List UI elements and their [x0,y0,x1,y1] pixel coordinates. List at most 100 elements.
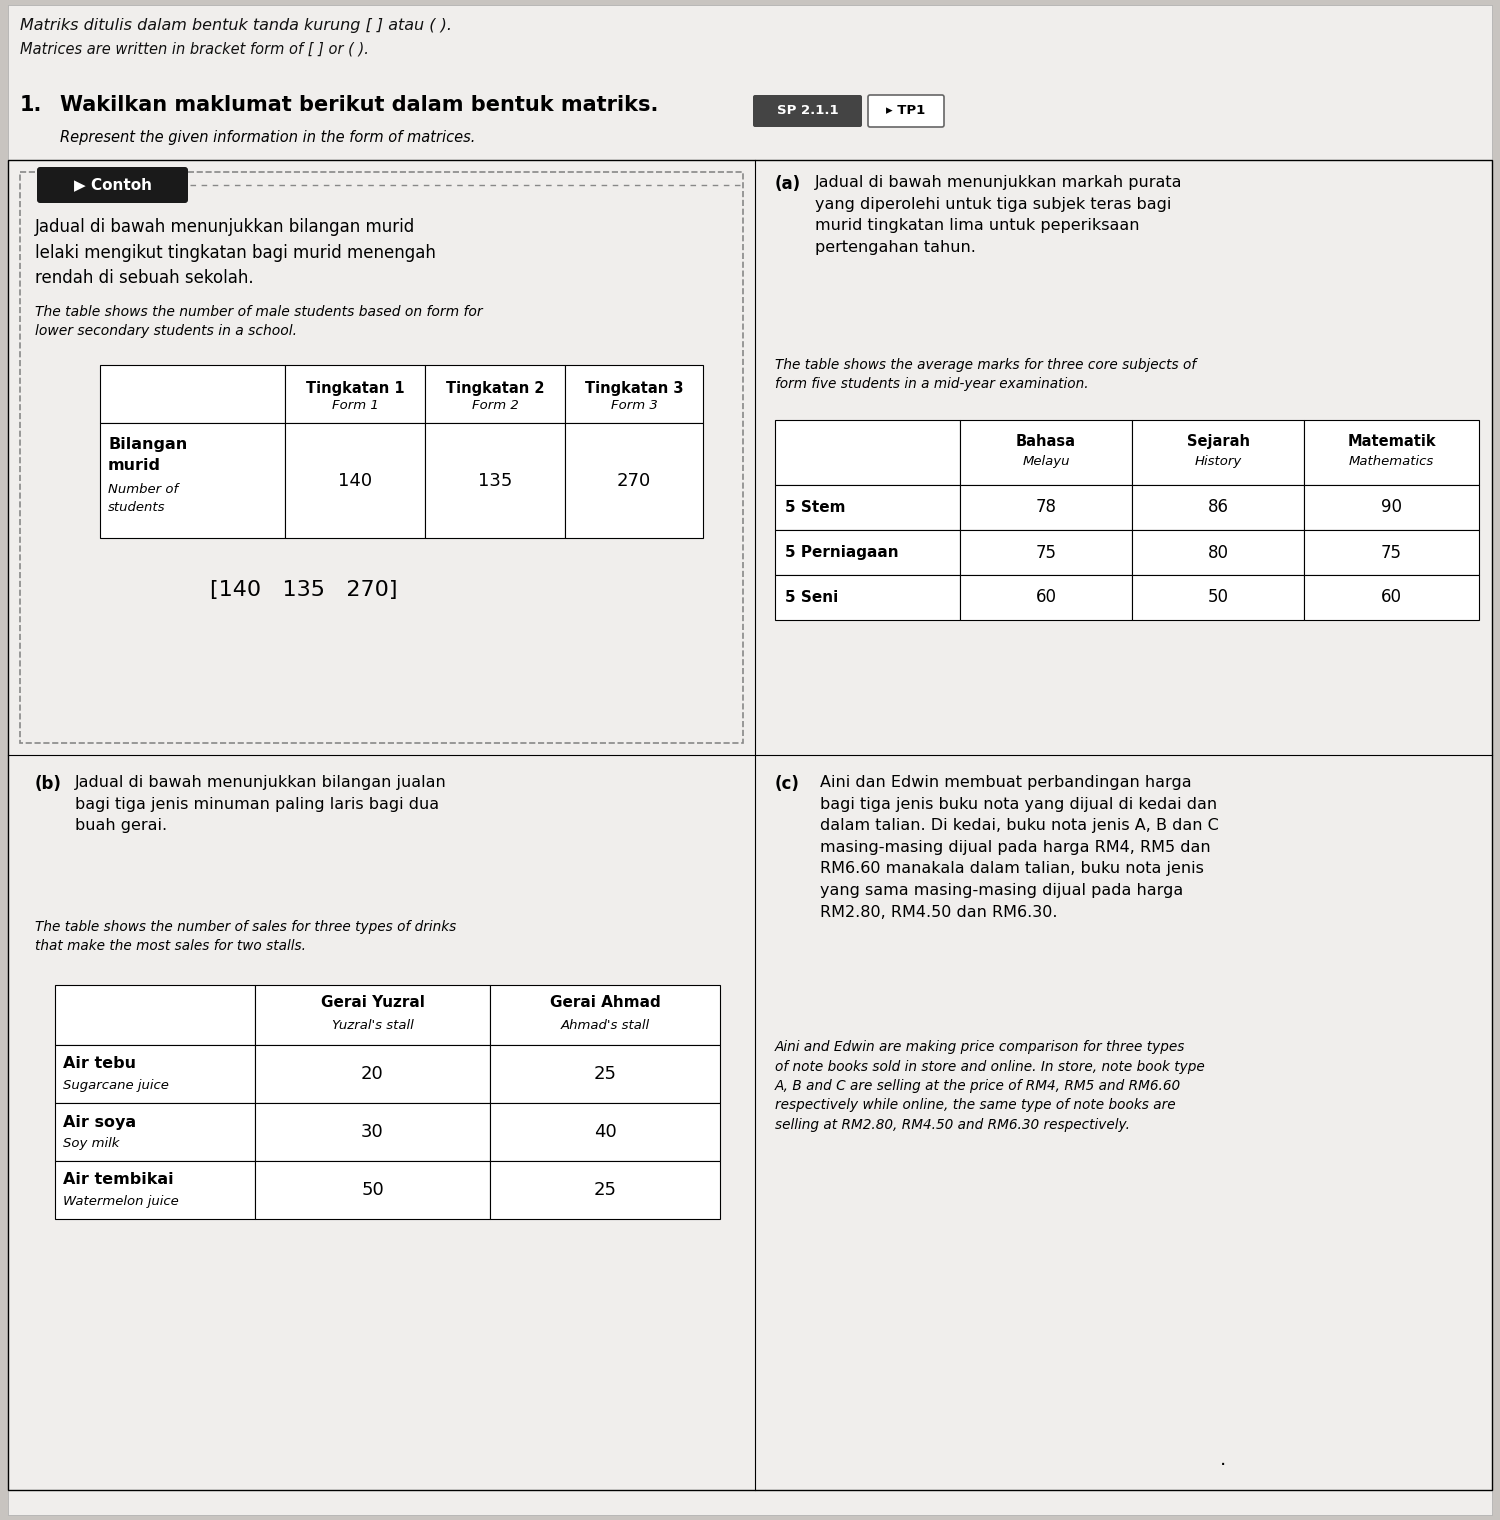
Text: 86: 86 [1208,499,1228,517]
FancyBboxPatch shape [20,172,742,743]
Text: Tingkatan 2: Tingkatan 2 [446,382,544,397]
Text: Aini dan Edwin membuat perbandingan harga
bagi tiga jenis buku nota yang dijual : Aini dan Edwin membuat perbandingan harg… [821,775,1218,920]
Bar [960,420,1132,485]
Text: ▶ Contoh: ▶ Contoh [74,178,152,193]
Text: The table shows the number of sales for three types of drinks
that make the most: The table shows the number of sales for … [34,920,456,953]
Text: Air soya: Air soya [63,1114,136,1129]
Bar [776,575,960,620]
Text: Jadual di bawah menunjukkan bilangan jualan
bagi tiga jenis minuman paling laris: Jadual di bawah menunjukkan bilangan jua… [75,775,447,833]
Bar [566,365,704,423]
Bar [776,485,960,530]
Text: 75: 75 [1035,544,1056,561]
Text: 5 Seni: 5 Seni [784,590,838,605]
Text: 78: 78 [1035,499,1056,517]
FancyBboxPatch shape [753,94,862,128]
Text: ▸ TP1: ▸ TP1 [886,105,926,117]
Text: Melayu: Melayu [1023,454,1070,468]
Text: Aini and Edwin are making price comparison for three types
of note books sold in: Aini and Edwin are making price comparis… [776,1040,1204,1132]
Bar [1304,575,1479,620]
Bar [424,365,566,423]
Text: Air tebu: Air tebu [63,1056,136,1072]
Bar [490,985,720,1046]
Text: 5 Stem: 5 Stem [784,500,846,515]
Text: .: . [1220,1450,1227,1468]
Text: Tingkatan 3: Tingkatan 3 [585,382,682,397]
Bar [255,985,490,1046]
Text: SP 2.1.1: SP 2.1.1 [777,105,838,117]
Text: Gerai Yuzral: Gerai Yuzral [321,996,424,1009]
Text: Form 2: Form 2 [471,400,519,412]
Text: 60: 60 [1382,588,1402,606]
Bar [490,1046,720,1104]
Text: 25: 25 [594,1066,616,1082]
Text: Matriks ditulis dalam bentuk tanda kurung [ ] atau ( ).: Matriks ditulis dalam bentuk tanda kurun… [20,18,451,33]
Bar [960,530,1132,575]
Text: Matematik: Matematik [1347,435,1436,448]
Bar [1132,530,1304,575]
Bar [56,985,255,1046]
Text: 50: 50 [1208,588,1228,606]
Bar [566,423,704,538]
Text: The table shows the average marks for three core subjects of
form five students : The table shows the average marks for th… [776,359,1196,391]
Bar [285,365,424,423]
Bar [8,160,1492,1490]
Text: Gerai Ahmad: Gerai Ahmad [549,996,660,1009]
Bar [1132,575,1304,620]
Text: Jadual di bawah menunjukkan bilangan murid
lelaki mengikut tingkatan bagi murid : Jadual di bawah menunjukkan bilangan mur… [34,217,436,287]
Bar [1304,485,1479,530]
Text: Jadual di bawah menunjukkan markah purata
yang diperolehi untuk tiga subjek tera: Jadual di bawah menunjukkan markah purat… [815,175,1182,255]
Text: (c): (c) [776,775,800,793]
Text: Number of: Number of [108,483,178,496]
Text: Form 3: Form 3 [610,400,657,412]
Text: Watermelon juice: Watermelon juice [63,1196,178,1208]
Text: 270: 270 [616,471,651,489]
Bar [1304,420,1479,485]
Text: 60: 60 [1035,588,1056,606]
Text: (b): (b) [34,775,62,793]
Text: Form 1: Form 1 [332,400,378,412]
Text: Sugarcane juice: Sugarcane juice [63,1079,170,1093]
Bar [1304,530,1479,575]
Bar [100,423,285,538]
Text: The table shows the number of male students based on form for
lower secondary st: The table shows the number of male stude… [34,306,483,337]
Text: 75: 75 [1382,544,1402,561]
Text: Matrices are written in bracket form of [ ] or ( ).: Matrices are written in bracket form of … [20,43,369,56]
FancyBboxPatch shape [868,94,944,128]
FancyBboxPatch shape [38,167,188,204]
Text: Mathematics: Mathematics [1348,454,1434,468]
Bar [490,1104,720,1161]
Text: Air tembikai: Air tembikai [63,1172,174,1187]
Text: Soy milk: Soy milk [63,1137,120,1151]
Bar [490,1161,720,1219]
Bar [285,423,424,538]
Bar [960,575,1132,620]
Bar [255,1104,490,1161]
Bar [56,1046,255,1104]
Text: Tingkatan 1: Tingkatan 1 [306,382,405,397]
Bar [960,485,1132,530]
Text: Bilangan: Bilangan [108,438,188,451]
Text: 140: 140 [338,471,372,489]
Bar [255,1046,490,1104]
Text: 80: 80 [1208,544,1228,561]
Text: murid: murid [108,458,160,473]
Text: 1.: 1. [20,94,42,116]
Text: History: History [1194,454,1242,468]
Bar [776,420,960,485]
Text: 5 Perniagaan: 5 Perniagaan [784,546,898,559]
Bar [56,1104,255,1161]
Text: 135: 135 [478,471,512,489]
Text: 50: 50 [362,1181,384,1199]
Bar [56,1161,255,1219]
Text: Wakilkan maklumat berikut dalam bentuk matriks.: Wakilkan maklumat berikut dalam bentuk m… [60,94,658,116]
Text: (a): (a) [776,175,801,193]
Bar [424,423,566,538]
Text: Bahasa: Bahasa [1016,435,1076,448]
Bar [1132,420,1304,485]
Text: [140   135   270]: [140 135 270] [210,581,398,600]
Text: 90: 90 [1382,499,1402,517]
Bar [776,530,960,575]
Text: 30: 30 [362,1123,384,1142]
Text: Ahmad's stall: Ahmad's stall [561,1018,650,1032]
Bar [100,365,285,423]
